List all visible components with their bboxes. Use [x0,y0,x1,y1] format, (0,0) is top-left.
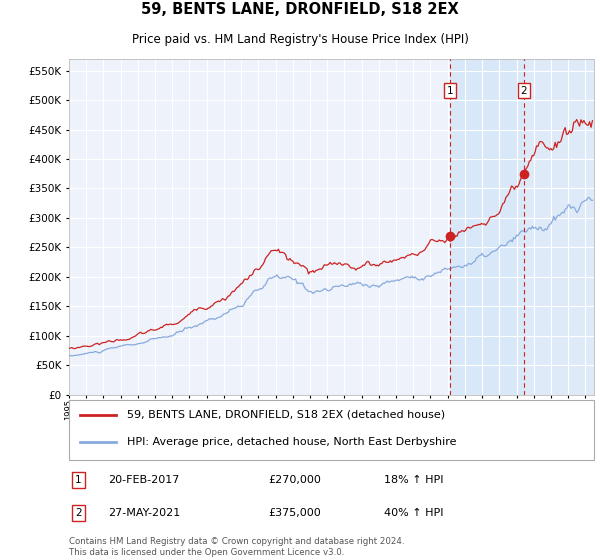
FancyBboxPatch shape [69,400,594,460]
Text: 1: 1 [446,86,453,96]
Text: £270,000: £270,000 [269,475,322,484]
Bar [524,59,594,395]
Text: HPI: Average price, detached house, North East Derbyshire: HPI: Average price, detached house, Nort… [127,437,456,447]
Text: 40% ↑ HPI: 40% ↑ HPI [384,508,443,517]
Text: 2: 2 [75,508,82,517]
Text: 1: 1 [75,475,82,484]
Text: 59, BENTS LANE, DRONFIELD, S18 2EX: 59, BENTS LANE, DRONFIELD, S18 2EX [141,2,459,17]
Text: 27-MAY-2021: 27-MAY-2021 [109,508,181,517]
Text: £375,000: £375,000 [269,508,321,517]
Text: This data is licensed under the Open Government Licence v3.0.: This data is licensed under the Open Gov… [69,548,344,557]
Text: Price paid vs. HM Land Registry's House Price Index (HPI): Price paid vs. HM Land Registry's House … [131,34,469,46]
Text: Contains HM Land Registry data © Crown copyright and database right 2024.: Contains HM Land Registry data © Crown c… [69,537,404,546]
Text: 2: 2 [520,86,527,96]
Text: 20-FEB-2017: 20-FEB-2017 [109,475,180,484]
Text: 59, BENTS LANE, DRONFIELD, S18 2EX (detached house): 59, BENTS LANE, DRONFIELD, S18 2EX (deta… [127,410,445,420]
Text: 18% ↑ HPI: 18% ↑ HPI [384,475,443,484]
Bar [450,59,524,395]
